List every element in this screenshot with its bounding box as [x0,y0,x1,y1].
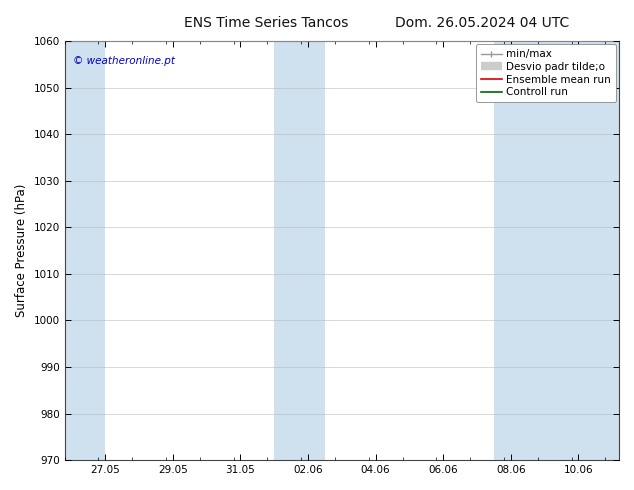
Text: ENS Time Series Tancos: ENS Time Series Tancos [184,16,349,30]
Bar [494,41,619,460]
Legend: min/max, Desvio padr tilde;o, Ensemble mean run, Controll run: min/max, Desvio padr tilde;o, Ensemble m… [476,44,616,102]
Y-axis label: Surface Pressure (hPa): Surface Pressure (hPa) [15,184,28,318]
Bar [65,41,105,460]
Bar [275,41,325,460]
Text: Dom. 26.05.2024 04 UTC: Dom. 26.05.2024 04 UTC [395,16,569,30]
Text: © weatheronline.pt: © weatheronline.pt [73,56,175,66]
